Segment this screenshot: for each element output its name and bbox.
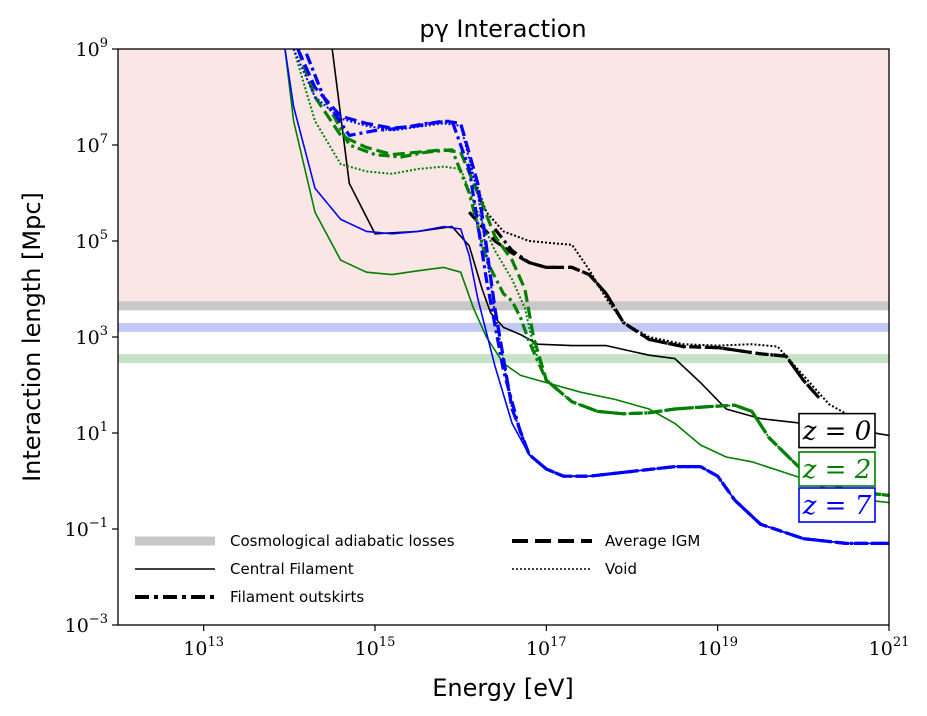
redshift-label-box (798, 451, 876, 487)
series-line-z2-central-filament (284, 49, 889, 504)
chart-title: pγ Interaction (419, 15, 586, 43)
series-line-z2-void (292, 49, 889, 497)
redshift-label-box (798, 487, 876, 523)
y-tick-label: 105 (76, 228, 108, 253)
redshift-label-box (798, 412, 876, 449)
redshift-labels: z = 0 z = 2 z = 7 (798, 412, 876, 523)
redshift-label: z = 7 (802, 491, 872, 521)
redshift-label: z = 2 (802, 455, 872, 485)
plot-background (118, 49, 889, 364)
legend: Cosmological adiabatic losses Central Fil… (135, 532, 700, 606)
adiabatic-loss-band-z0 (118, 301, 889, 311)
y-axis-label: Interaction length [Mpc] (18, 192, 46, 482)
series-line-z0-void (468, 163, 847, 415)
legend-label: Cosmological adiabatic losses (230, 532, 455, 550)
series-line-z7-void (292, 49, 889, 545)
x-tick-label: 1017 (526, 635, 567, 660)
x-tick-label: 1021 (869, 635, 910, 660)
y-tick-label: 10−3 (65, 612, 108, 637)
series-line-z2-filament-outskirts (305, 53, 889, 497)
shaded-region (118, 49, 889, 304)
redshift-label: z = 0 (802, 417, 872, 447)
x-tick-label: 1013 (183, 635, 224, 660)
axes: 1013 1015 1017 1019 1021 109 107 105 103 101 10−1 1… (65, 36, 910, 660)
x-tick-label: 1015 (355, 635, 396, 660)
legend-label: Average IGM (605, 532, 700, 550)
legend-label: Central Filament (230, 560, 354, 578)
y-tick-label: 107 (76, 132, 108, 157)
x-tick-label: 1019 (697, 635, 738, 660)
y-tick-label: 103 (76, 324, 108, 349)
plot-series (284, 49, 889, 545)
legend-label: Void (605, 560, 637, 578)
series-line-z7-central-filament (284, 49, 889, 545)
y-tick-label: 10−1 (65, 516, 108, 541)
y-tick-label: 109 (76, 36, 108, 61)
y-tick-label: 101 (76, 420, 108, 445)
x-axis-label: Energy [eV] (432, 674, 574, 702)
legend-label: Filament outskirts (230, 588, 364, 606)
series-line-z0-average-igm (468, 211, 822, 401)
